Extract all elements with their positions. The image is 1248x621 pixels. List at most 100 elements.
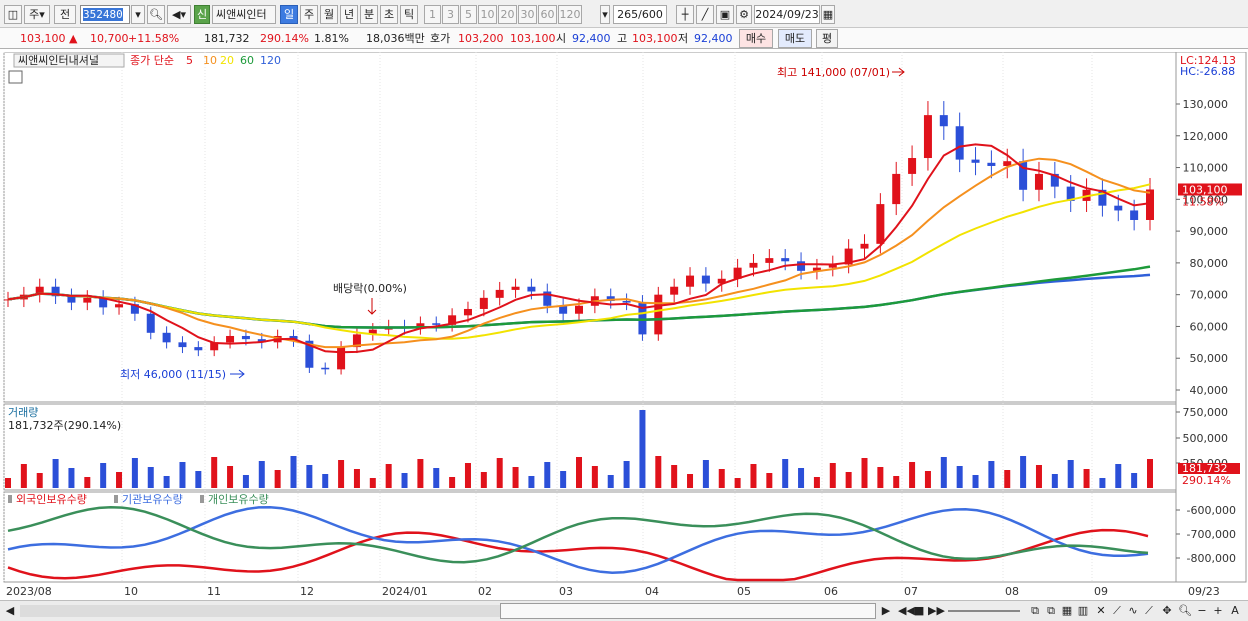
candle [463, 308, 472, 316]
price-tick-label: 70,000 [1190, 289, 1229, 302]
plus-icon[interactable]: + [1213, 604, 1223, 617]
period-tab[interactable]: 월 [320, 5, 338, 24]
prev-button[interactable]: 전 [54, 5, 76, 24]
volume-bar [1083, 469, 1090, 488]
text-tool-icon[interactable]: A [1231, 604, 1239, 617]
period-tab[interactable]: 년 [340, 5, 358, 24]
layout-icon[interactable]: ⧉ [1031, 604, 1039, 617]
period-tab[interactable]: 일 [280, 5, 298, 24]
chart-type-select[interactable]: 주▾ [24, 5, 50, 24]
scroll-left-icon[interactable]: ◀ [5, 604, 15, 617]
minute-tab[interactable]: 3 [442, 5, 459, 24]
avg-button[interactable]: 평 [816, 29, 838, 48]
rewind-icon[interactable]: ◀◀ [898, 604, 915, 617]
candle [1050, 173, 1059, 187]
sell-button[interactable]: 매도 [778, 29, 812, 48]
dividend-annotation: 배당락(0.00%) [333, 282, 407, 295]
price-tick-label: 60,000 [1190, 320, 1229, 333]
buy-button[interactable]: 매수 [739, 29, 773, 48]
grid-icon[interactable]: ▦ [1061, 604, 1073, 617]
bars-icon[interactable]: ▥ [1077, 604, 1089, 617]
candle [828, 264, 837, 268]
volume-bar [560, 471, 567, 488]
x-tick-label: 08 [1005, 585, 1019, 598]
candle [67, 296, 76, 303]
volume-bar [401, 473, 408, 488]
minute-tab[interactable]: 1 [424, 5, 441, 24]
holding-legend-label: 기관보유수량 [122, 493, 183, 506]
x-tick-label: 11 [207, 585, 221, 598]
volume-bar [84, 477, 91, 488]
zoom-slider[interactable] [948, 610, 1020, 612]
trend-icon[interactable]: ⟋ [1113, 604, 1121, 617]
candle [1019, 161, 1028, 190]
volume-bar [687, 474, 694, 488]
calendar-icon[interactable]: ▦ [821, 5, 835, 24]
institution-holding-line [7, 505, 1149, 574]
high-label: 고 [617, 32, 628, 45]
candle [939, 115, 948, 127]
minute-tab[interactable]: 60 [538, 5, 557, 24]
minute-tab[interactable]: 10 [478, 5, 497, 24]
code-dropdown-icon[interactable]: ▾ [131, 5, 145, 24]
scroll-right-icon[interactable]: ▶ [881, 604, 891, 617]
candle [543, 291, 552, 306]
draw-line-icon[interactable]: ╱ [696, 5, 714, 24]
minute-tab[interactable]: 30 [518, 5, 537, 24]
panel-title-box[interactable] [13, 53, 125, 68]
ma-period-label: 60 [240, 54, 254, 67]
quote-bar: 103,100 ▲ 10,700 +11.58% 181,732 290.14%… [0, 28, 1248, 49]
wave-icon[interactable]: ∿ [1128, 604, 1138, 617]
volume-bar [829, 463, 836, 488]
speaker-icon[interactable]: ◀▾ [167, 5, 191, 24]
current-price: 103,100 ▲ [20, 32, 78, 45]
minute-tab[interactable]: 120 [558, 5, 582, 24]
volume-bar [1131, 473, 1138, 488]
period-tab[interactable]: 주 [300, 5, 318, 24]
stop-icon[interactable]: ■ [914, 604, 925, 617]
minute-tab[interactable]: 20 [498, 5, 517, 24]
split-icon[interactable]: ⧉ [1047, 604, 1055, 617]
save-icon[interactable]: ▣ [716, 5, 734, 24]
chart-scrollbar[interactable]: ◀ ▶ ◀◀ ■ ▶▶ ⧉ ⧉ ▦ ▥ ✕ ⟋ ∿ ⟋ ✥ 🔍︎ − + A [0, 600, 1248, 621]
period-tab[interactable]: 분 [360, 5, 378, 24]
candle-icon[interactable]: ┼ [676, 5, 694, 24]
candle [606, 296, 615, 302]
cross-icon[interactable]: ✕ [1096, 604, 1106, 617]
stock-code-input[interactable]: 352480 [80, 5, 130, 24]
ma-period-label: 5 [186, 54, 193, 67]
forward-icon[interactable]: ▶▶ [928, 604, 945, 617]
minus-icon[interactable]: − [1197, 604, 1207, 617]
high-annotation: 최고 141,000 (07/01) [777, 66, 890, 79]
volume-bar [258, 461, 265, 488]
price-panel[interactable] [3, 51, 1177, 403]
ma-period-label: 10 [203, 54, 217, 67]
data-count-field[interactable]: 265/600 [613, 5, 667, 24]
open-price: 92,400 [572, 32, 611, 45]
candle [83, 297, 92, 303]
pan-icon[interactable]: ✥ [1162, 604, 1172, 617]
minute-tab[interactable]: 5 [460, 5, 477, 24]
gear-icon[interactable]: ⚙ [736, 5, 752, 24]
fan-icon[interactable]: ⟋ [1145, 604, 1153, 617]
scroll-thumb[interactable] [500, 603, 876, 619]
current-price-value: 103,100 [20, 32, 66, 45]
stock-chart[interactable]: 130,000 120,000 110,000 100,000 90,000 80,000… [0, 51, 1248, 600]
table-toggle-icon[interactable] [8, 70, 23, 84]
ask-price: 103,200 [458, 32, 504, 45]
x-tick-label: 09/23 [1188, 585, 1220, 598]
candle [352, 334, 361, 348]
volume-bar [702, 460, 709, 488]
volume-bar [1147, 459, 1153, 488]
volume-bar [1115, 464, 1122, 488]
search-icon[interactable]: 🔍︎ [147, 5, 165, 24]
chart-area[interactable]: 130,000 120,000 110,000 100,000 90,000 80,000… [0, 51, 1248, 600]
period-tab[interactable]: 초 [380, 5, 398, 24]
date-field[interactable]: 2024/09/23 [754, 5, 820, 24]
zoom-icon[interactable]: 🔍︎ [1178, 604, 1192, 617]
minute-dropdown-icon[interactable]: ▾ [600, 5, 610, 24]
legend-marker [200, 495, 204, 503]
scroll-track[interactable] [20, 605, 500, 617]
period-tab[interactable]: 틱 [400, 5, 418, 24]
chart-settings-icon[interactable]: ◫ [4, 5, 22, 24]
